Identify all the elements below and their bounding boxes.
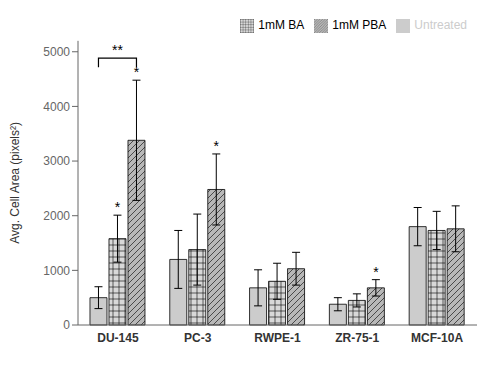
svg-text:3000: 3000 [43,154,70,168]
svg-text:ZR-75-1: ZR-75-1 [335,331,379,345]
svg-text:DU-145: DU-145 [97,331,139,345]
svg-text:5000: 5000 [43,45,70,59]
svg-text:MCF-10A: MCF-10A [411,331,463,345]
svg-text:RWPE-1: RWPE-1 [254,331,301,345]
html-text:Untreated: Untreated [414,18,467,32]
svg-text:*: * [115,199,121,215]
svg-text:4000: 4000 [43,100,70,114]
html-text:1mM PBA: 1mM PBA [332,18,387,32]
svg-text:PC-3: PC-3 [184,331,212,345]
svg-text:1000: 1000 [43,264,70,278]
svg-text:*: * [214,138,220,154]
svg-text:2000: 2000 [43,209,70,223]
svg-text:*: * [373,264,379,280]
svg-text:**: ** [112,42,123,58]
svg-text:0: 0 [63,318,70,332]
svg-text:Avg. Cell Area (pixels²): Avg. Cell Area (pixels²) [8,122,22,244]
html-text:1mM BA: 1mM BA [258,18,305,32]
